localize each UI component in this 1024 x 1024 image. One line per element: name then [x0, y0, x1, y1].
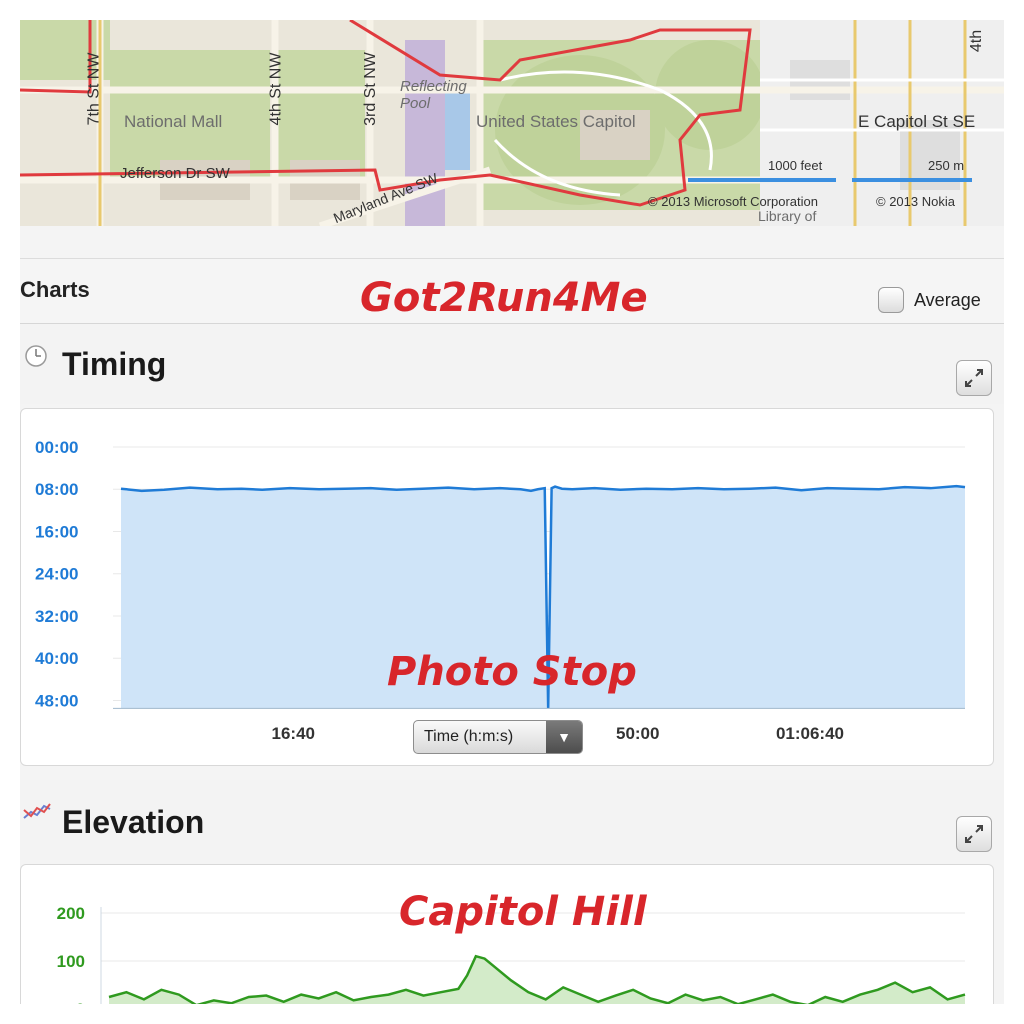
timing-x-tick-label: 50:00: [616, 724, 659, 743]
timing-x-tick-label: 01:06:40: [776, 724, 844, 743]
map-label-library: Library of: [758, 208, 817, 224]
map-label-national-mall: National Mall: [124, 112, 223, 131]
map-label-capitol: United States Capitol: [476, 112, 636, 131]
timing-y-tick-label: 00:00: [35, 438, 78, 457]
map-copyright-nokia: © 2013 Nokia: [876, 194, 955, 209]
route-map[interactable]: National Mall United States Capitol Refl…: [20, 20, 1004, 227]
timing-expand-button[interactable]: [956, 360, 992, 396]
time-axis-select[interactable]: Time (h:m:s) ▼: [413, 720, 583, 754]
map-scale-meter-label: 250 m: [928, 158, 965, 173]
elevation-section-header: Elevation: [20, 780, 1004, 860]
elevation-chart-card: 200 100 0 Capitol Hill: [20, 864, 994, 1004]
map-label-jefferson: Jefferson Dr SW: [120, 165, 230, 182]
map-scale-feet-label: 1000 feet: [768, 158, 823, 173]
chevron-down-icon: ▼: [546, 721, 582, 753]
charts-title: Charts: [20, 277, 90, 302]
map-footer-gap: [20, 226, 1004, 259]
elevation-y-tick-label: 100: [57, 952, 85, 971]
elevation-expand-button[interactable]: [956, 816, 992, 852]
average-checkbox[interactable]: [878, 287, 904, 313]
timing-y-tick-label: 08:00: [35, 480, 78, 499]
elevation-title: Elevation: [62, 804, 205, 840]
elevation-chart[interactable]: 200 100 0: [21, 865, 993, 1004]
expand-icon: [965, 825, 983, 843]
overlay-capitol-hill: Capitol Hill: [399, 889, 647, 935]
elevation-area-fill: [109, 956, 965, 1004]
clock-icon: [25, 345, 47, 367]
timing-area-fill: [121, 486, 965, 709]
timing-y-tick-label: 32:00: [35, 607, 78, 626]
overlay-photo-stop: Photo Stop: [387, 649, 637, 695]
timing-chart-card: 00:00 08:00 16:00 24:00 32:00 40:00 48:00 16:40…: [20, 408, 994, 766]
map-scale-bar-meters: [852, 178, 972, 182]
timing-y-tick-label: 40:00: [35, 649, 78, 668]
map-label-4th-se: 4th: [968, 29, 986, 53]
timing-y-tick-label: 24:00: [35, 565, 78, 584]
elevation-line: [108, 954, 966, 1004]
charts-header: Charts Got2Run4Me Average: [20, 259, 1004, 324]
average-label: Average: [914, 290, 981, 310]
timing-x-tick-label: 16:40: [272, 724, 315, 743]
map-label-3rd-st: 3rd St NW: [361, 52, 379, 126]
map-label-capitol-st: E Capitol St SE: [858, 112, 976, 131]
app-frame: National Mall United States Capitol Refl…: [20, 20, 1004, 1004]
timing-y-tick-label: 16:00: [35, 522, 78, 541]
overlay-got2run4me: Got2Run4Me: [360, 275, 648, 321]
elevation-y-tick-label: 200: [57, 904, 85, 923]
time-axis-select-value: Time (h:m:s): [424, 728, 514, 745]
map-copyright-microsoft: © 2013 Microsoft Corporation: [648, 194, 818, 209]
map-scale-bar-feet: [688, 178, 836, 182]
timing-section-header: Timing: [20, 324, 1004, 404]
map-label-7th-st: 7th St NW: [85, 52, 103, 126]
timing-chart[interactable]: 00:00 08:00 16:00 24:00 32:00 40:00 48:00 16:40…: [21, 409, 993, 765]
map-label-4th-st: 4th St NW: [267, 52, 285, 126]
elevation-y-tick-label: 0: [76, 1000, 85, 1004]
map-graphic: [20, 20, 1004, 226]
map-label-reflecting-pool: Reflecting Pool: [400, 78, 467, 112]
expand-icon: [965, 369, 983, 387]
timing-y-tick-label: 48:00: [35, 691, 78, 710]
line-chart-icon: [23, 803, 51, 819]
timing-title: Timing: [62, 346, 167, 382]
